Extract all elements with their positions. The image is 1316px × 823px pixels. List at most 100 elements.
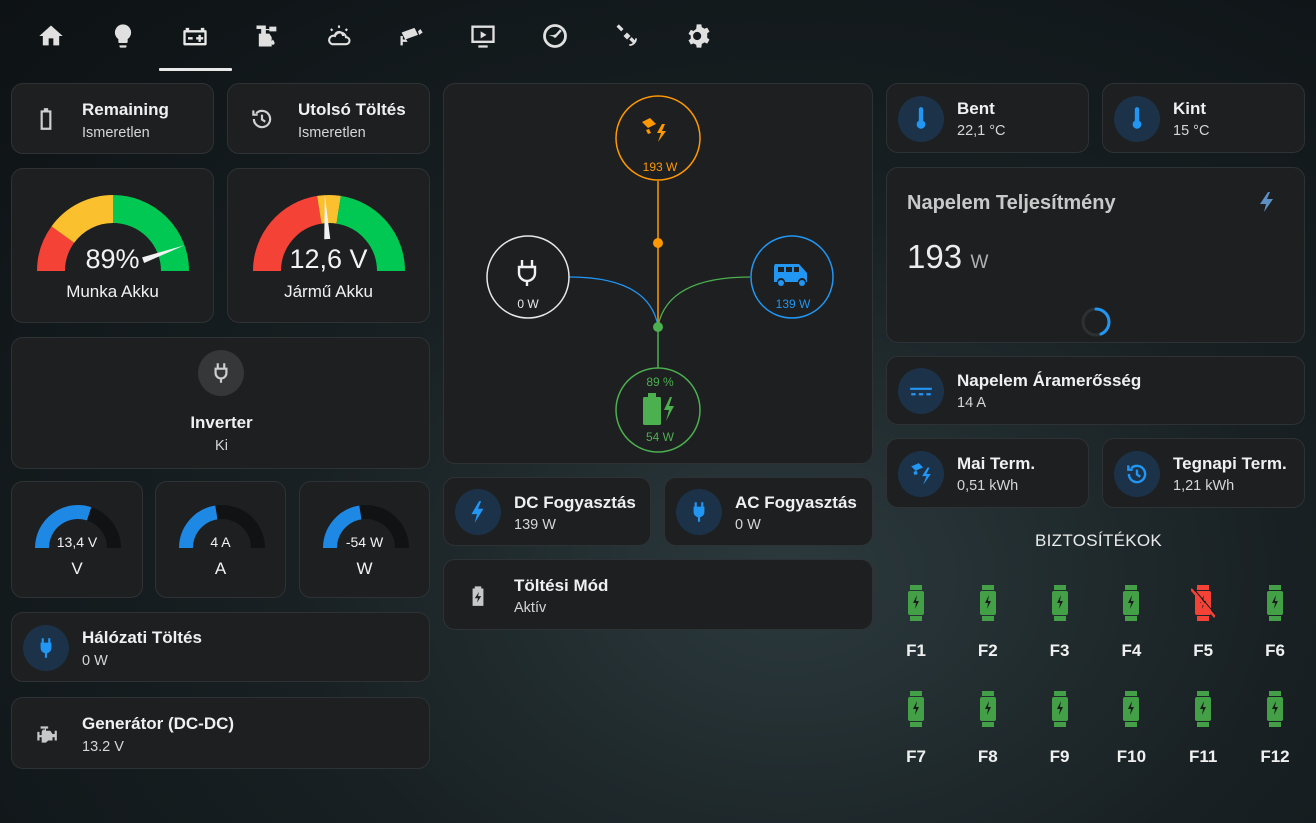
tab-water[interactable] xyxy=(231,10,303,62)
tab-battery[interactable] xyxy=(159,10,231,62)
solar-power-card[interactable]: Napelem Teljesítmény 193 W xyxy=(886,167,1305,343)
fuse-f2[interactable]: F2 xyxy=(958,585,1018,685)
media-icon xyxy=(471,25,495,48)
fuse-label: F10 xyxy=(1116,747,1147,766)
today-yield-tile[interactable]: Mai Term. 0,51 kWh xyxy=(886,438,1089,508)
sensor-value: 193 xyxy=(907,238,963,275)
tile-state: Ki xyxy=(215,438,228,454)
power-flow-card[interactable]: 193 W 0 W 139 W 89 % 54 W xyxy=(443,83,873,464)
outside-temperature-tile[interactable]: Kint 15 °C xyxy=(1102,83,1305,153)
gear-icon xyxy=(688,24,710,48)
dc-consumption-tile[interactable]: DC Fogyasztás 139 W xyxy=(443,477,651,546)
grid-node[interactable] xyxy=(486,235,570,319)
last-charge-tile[interactable]: Utolsó Töltés Ismeretlen xyxy=(227,83,430,154)
fuse-f6[interactable]: F6 xyxy=(1245,585,1305,685)
battery-charging-icon xyxy=(643,393,674,425)
tile-name: Remaining xyxy=(82,100,169,119)
tile-state: 0 W xyxy=(735,517,761,533)
fuse-f4[interactable]: F4 xyxy=(1101,585,1161,685)
voltage-gauge-card[interactable]: 13,4 V V xyxy=(11,481,143,598)
remaining-tile[interactable]: Remaining Ismeretlen xyxy=(11,83,214,154)
tab-gauges[interactable] xyxy=(519,10,591,62)
current-gauge-card[interactable]: 4 A A xyxy=(155,481,286,598)
history-icon xyxy=(239,96,285,142)
fuse-icon xyxy=(908,585,924,621)
yesterday-yield-tile[interactable]: Tegnapi Term. 1,21 kWh xyxy=(1102,438,1305,508)
power-plug-icon xyxy=(517,260,537,286)
fuse-icon xyxy=(1267,691,1283,727)
vehicle-battery-gauge-card[interactable]: 12,6 V Jármű Akku xyxy=(227,168,430,323)
van-icon xyxy=(774,264,807,286)
fuse-icon xyxy=(979,585,996,621)
sensor-unit: W xyxy=(970,252,989,273)
fuse-f5[interactable]: F5 xyxy=(1173,585,1233,685)
history-icon xyxy=(1114,451,1160,497)
home-flow-line xyxy=(657,276,751,327)
lightning-icon xyxy=(1260,192,1273,212)
gauge-value: -54 W xyxy=(345,534,384,550)
fuse-f8[interactable]: F8 xyxy=(958,691,1018,791)
fuse-f9[interactable]: F9 xyxy=(1030,691,1090,791)
engine-icon xyxy=(23,711,69,757)
tile-state: 0 W xyxy=(82,653,108,669)
power-gauge xyxy=(323,505,409,549)
generator-tile[interactable]: Generátor (DC-DC) 13.2 V xyxy=(11,697,430,769)
gauge-segment xyxy=(253,195,323,272)
solar-flow-dot xyxy=(653,238,663,248)
fuse-label: F8 xyxy=(977,747,998,766)
gauge-label: Jármű Akku xyxy=(284,282,373,301)
fuse-label: F3 xyxy=(1049,641,1070,660)
work-battery-gauge-card[interactable]: 89% Munka Akku xyxy=(11,168,214,323)
gauge-label: W xyxy=(356,559,373,578)
gauge-label: Munka Akku xyxy=(66,282,159,301)
fuse-f12[interactable]: F12 xyxy=(1245,691,1305,791)
fuse-icon xyxy=(1195,691,1212,727)
tile-state: 14 A xyxy=(957,395,987,411)
tile-name: Mai Term. xyxy=(957,454,1036,473)
fuse-f3[interactable]: F3 xyxy=(1030,585,1090,685)
ac-consumption-tile[interactable]: AC Fogyasztás 0 W xyxy=(664,477,873,546)
fuse-label: F5 xyxy=(1193,641,1214,660)
tab-weather[interactable] xyxy=(303,10,375,62)
lightbulb-icon xyxy=(114,24,132,48)
fuse-icon xyxy=(1123,691,1140,727)
fuse-f1[interactable]: F1 xyxy=(886,585,946,685)
gauge-segment xyxy=(37,226,75,272)
power-plug-off-icon xyxy=(198,350,244,396)
satellite-icon xyxy=(616,24,637,46)
solar-value: 193 W xyxy=(643,160,678,174)
thermometer-icon xyxy=(898,96,944,142)
tab-lights[interactable] xyxy=(87,10,159,62)
fuse-f11[interactable]: F11 xyxy=(1173,691,1233,791)
tile-state: Aktív xyxy=(514,600,547,616)
fuse-f7[interactable]: F7 xyxy=(886,691,946,791)
car-battery-icon xyxy=(183,27,207,46)
solar-current-tile[interactable]: Napelem Áramerősség 14 A xyxy=(886,356,1305,425)
tile-name: Bent xyxy=(957,99,995,118)
tab-home[interactable] xyxy=(15,10,87,62)
power-gauge-card[interactable]: -54 W W xyxy=(299,481,430,598)
battery-power: 54 W xyxy=(646,430,675,444)
grid-charge-tile[interactable]: Hálózati Töltés 0 W xyxy=(11,612,430,682)
fuses-title: BIZTOSÍTÉKOK xyxy=(1035,531,1163,550)
battery-charging-icon xyxy=(455,572,501,618)
gauge-label: A xyxy=(214,559,227,578)
gauge-value: 12,6 V xyxy=(289,244,368,274)
solar-node[interactable] xyxy=(615,95,701,181)
tab-security[interactable] xyxy=(375,10,447,62)
battery-percent: 89 % xyxy=(646,375,674,389)
tile-name: Kint xyxy=(1173,99,1207,118)
charge-mode-tile[interactable]: Töltési Mód Aktív xyxy=(443,559,873,630)
tab-satellite[interactable] xyxy=(591,10,663,62)
inside-temperature-tile[interactable]: Bent 22,1 °C xyxy=(886,83,1089,153)
inverter-tile[interactable]: Inverter Ki xyxy=(11,337,430,469)
fuse-f10[interactable]: F10 xyxy=(1101,691,1161,791)
power-flow-diagram: 193 W 0 W 139 W 89 % 54 W xyxy=(486,95,834,453)
loading-spinner xyxy=(1081,307,1111,337)
water-pump-icon xyxy=(256,25,277,47)
gauge-segment xyxy=(317,195,341,224)
tab-settings[interactable] xyxy=(663,10,735,62)
tab-media[interactable] xyxy=(447,10,519,62)
sensor-title: Napelem Teljesítmény xyxy=(907,192,1116,214)
tile-name: Hálózati Töltés xyxy=(82,628,202,647)
